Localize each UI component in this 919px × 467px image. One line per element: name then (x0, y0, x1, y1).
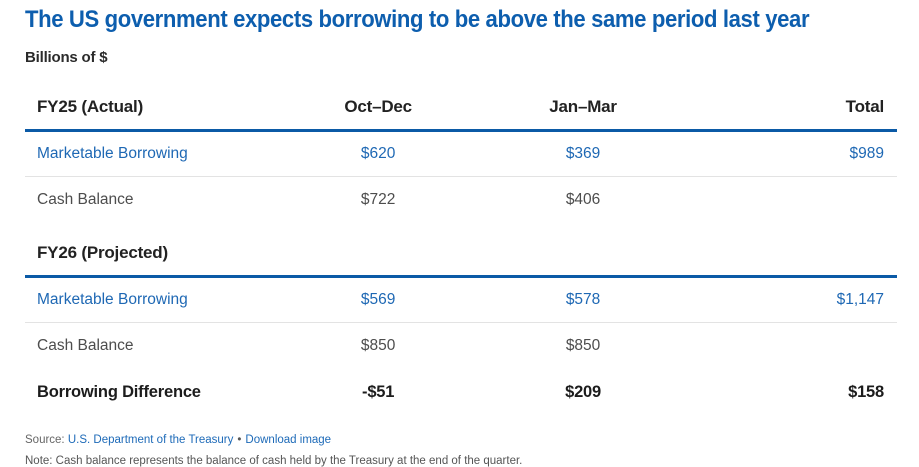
cell-total (688, 177, 897, 225)
row-label: Borrowing Difference (37, 383, 201, 401)
table-header-row: FY25 (Actual) Oct–Dec Jan–Mar Total (25, 87, 897, 132)
header-fy25-actual: FY25 (Actual) (25, 87, 278, 132)
row-label: Marketable Borrowing (25, 130, 278, 177)
download-image-link[interactable]: Download image (245, 434, 332, 446)
cell-jan-mar: $578 (478, 276, 688, 323)
cell-jan-mar: $850 (565, 337, 601, 354)
cell-jan-mar: $209 (565, 383, 601, 401)
cell-total: $158 (848, 383, 884, 401)
cell-oct-dec: $722 (360, 191, 396, 208)
source-line: Source: U.S. Department of the Treasury •… (25, 434, 897, 446)
row-label: Cash Balance (37, 337, 134, 354)
borrowing-table: FY25 (Actual) Oct–Dec Jan–Mar Total Mark… (25, 87, 897, 418)
table-row-fy25-marketable-borrowing: Marketable Borrowing $620 $369 $989 (25, 130, 897, 177)
chart-footer: Source: U.S. Department of the Treasury •… (25, 434, 897, 467)
table-row-fy26-marketable-borrowing: Marketable Borrowing $569 $578 $1,147 (25, 276, 897, 323)
cell-oct-dec: $620 (277, 130, 479, 177)
source-link-treasury[interactable]: U.S. Department of the Treasury (67, 434, 234, 446)
table-row-fy26-cash-balance: Cash Balance $850 $850 (25, 323, 897, 371)
table-row-fy25-cash-balance: Cash Balance $722 $406 (25, 177, 897, 225)
cell-total (688, 323, 897, 371)
cell-oct-dec: $850 (360, 337, 396, 354)
header-jan-mar: Jan–Mar (478, 87, 688, 132)
header-total: Total (687, 87, 897, 132)
cell-total: $989 (687, 130, 897, 177)
section-label: FY26 (Projected) (25, 224, 278, 278)
chart-note: Note: Cash balance represents the balanc… (25, 455, 523, 467)
table-section-fy26-projected: FY26 (Projected) (25, 224, 897, 278)
bullet-separator: • (237, 434, 242, 446)
source-prefix-label: Source: (25, 434, 65, 446)
cell-oct-dec: $569 (277, 276, 479, 323)
cell-total: $1,147 (687, 276, 897, 323)
row-label: Marketable Borrowing (25, 276, 278, 323)
header-oct-dec: Oct–Dec (277, 87, 479, 132)
row-label: Cash Balance (37, 191, 134, 208)
table-row-borrowing-difference: Borrowing Difference -$51 $209 $158 (25, 370, 897, 418)
cell-oct-dec: -$51 (362, 383, 395, 401)
chart-units-label: Billions of $ (25, 49, 108, 66)
cell-jan-mar: $406 (565, 191, 601, 208)
chart-title: The US government expects borrowing to b… (25, 6, 810, 33)
cell-jan-mar: $369 (478, 130, 688, 177)
